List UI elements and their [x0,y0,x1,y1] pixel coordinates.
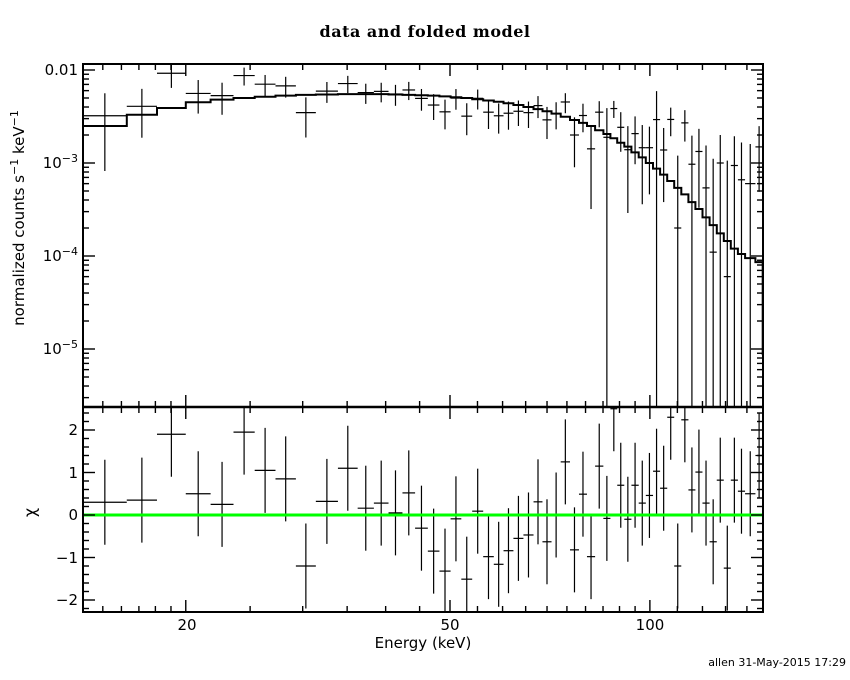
credit-stamp: allen 31-May-2015 17:29 [708,656,846,669]
y-tick-label-1e-4: 10−4 [42,245,78,265]
x-tick-label-50: 50 [440,616,460,634]
y-axis-label-sup2: −1 [8,110,21,127]
plot-title: data and folded model [319,22,531,41]
x-axis-label: Energy (keV) [374,634,472,652]
x-tick-label-20: 20 [177,616,197,634]
chi-tick-label-1: 1 [68,464,78,482]
x-tick-label-100: 100 [635,616,665,634]
y-axis-label-counts: normalized counts s−1 keV−1 [8,68,30,368]
y-tick-label-0p01: 0.01 [44,61,78,79]
y-tick-label-1e-5: 10−5 [42,338,78,358]
y-tick-label-1e-3: 10−3 [42,152,78,172]
chi-tick-label-m1: −1 [55,549,78,567]
chi-tick-label-2: 2 [68,421,78,439]
chi-tick-label-0: 0 [68,506,78,524]
chi-tick-label-m2: −2 [55,591,78,609]
